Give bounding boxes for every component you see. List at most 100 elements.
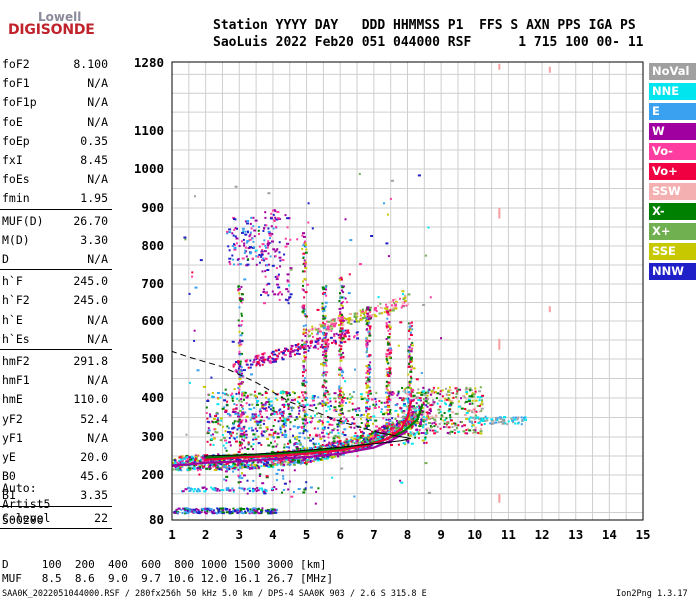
echo-point	[335, 408, 338, 411]
echo-point	[414, 432, 417, 435]
echo-point	[185, 460, 188, 463]
echo-point	[324, 314, 327, 317]
echo-point	[296, 438, 298, 441]
echo-point	[309, 416, 312, 419]
echo-point	[267, 465, 271, 468]
echo-point	[390, 393, 394, 396]
echo-point	[340, 276, 343, 279]
echo-point	[304, 391, 307, 394]
legend-item-ssw: SSW	[649, 183, 696, 200]
echo-point	[237, 386, 240, 389]
echo-point	[322, 394, 326, 397]
echo-point	[322, 321, 325, 324]
echo-point	[310, 415, 312, 418]
echo-point	[261, 356, 265, 359]
echo-point	[277, 273, 280, 276]
echo-point	[375, 400, 377, 403]
echo-point	[295, 458, 298, 460]
echo-point	[272, 248, 276, 251]
echo-point	[378, 406, 380, 409]
echo-point	[447, 397, 450, 400]
echo-point	[304, 348, 307, 350]
echo-point	[328, 423, 331, 426]
echo-point	[390, 425, 393, 428]
y-tick-label: 1100	[134, 123, 164, 138]
echo-point	[465, 429, 468, 431]
echo-point	[374, 435, 378, 438]
echo-point	[356, 455, 359, 458]
echo-point	[386, 324, 389, 327]
echo-point	[276, 461, 279, 464]
echo-point	[237, 468, 240, 471]
echo-point	[422, 386, 425, 389]
echo-point	[304, 448, 307, 451]
echo-point	[368, 332, 371, 335]
echo-point	[391, 301, 393, 303]
echo-point	[262, 257, 265, 260]
echo-point	[256, 508, 260, 511]
echo-point	[354, 368, 356, 371]
echo-point	[339, 359, 343, 362]
echo-point	[460, 407, 464, 410]
echo-point	[379, 306, 383, 309]
echo-point	[426, 429, 429, 432]
echo-point	[227, 394, 230, 397]
echo-point	[309, 460, 313, 462]
echo-point	[313, 446, 316, 449]
echo-point	[325, 452, 329, 455]
ssw-mark	[498, 63, 501, 70]
echo-point	[235, 242, 238, 245]
echo-point	[294, 344, 297, 346]
echo-point	[389, 351, 393, 354]
echo-point	[385, 306, 389, 309]
echo-point	[407, 418, 410, 421]
echo-point	[420, 425, 423, 427]
echo-point	[237, 511, 240, 514]
echo-point	[267, 263, 270, 266]
echo-point	[242, 412, 245, 415]
echo-point	[324, 301, 328, 304]
echo-point	[391, 391, 394, 393]
echo-point	[187, 460, 190, 463]
echo-point	[234, 412, 238, 415]
echo-point	[406, 399, 410, 402]
echo-point	[199, 259, 203, 262]
echo-point	[276, 436, 280, 439]
echo-point	[210, 376, 213, 379]
echo-point	[311, 328, 314, 330]
echo-point	[267, 512, 270, 515]
echo-point	[390, 304, 393, 307]
echo-point	[271, 409, 275, 412]
echo-point	[402, 397, 405, 400]
echo-point	[420, 372, 423, 374]
echo-point	[239, 448, 241, 451]
echo-point	[468, 387, 472, 390]
echo-point	[367, 378, 371, 381]
echo-point	[267, 192, 271, 195]
echo-point	[265, 224, 268, 227]
echo-point	[394, 409, 398, 412]
echo-point	[240, 487, 244, 490]
echo-point	[356, 435, 359, 438]
echo-point	[315, 490, 318, 493]
echo-point	[260, 359, 263, 362]
echo-point	[329, 400, 332, 403]
echo-point	[204, 507, 206, 510]
echo-point	[191, 457, 194, 460]
echo-point	[449, 430, 452, 433]
echo-point	[260, 353, 263, 356]
echo-point	[256, 489, 260, 492]
echo-point	[389, 372, 391, 375]
echo-point	[299, 462, 302, 465]
echo-point	[239, 382, 243, 385]
echo-point	[240, 477, 244, 480]
echo-point	[338, 324, 340, 327]
echo-point	[263, 492, 267, 495]
echo-point	[368, 334, 372, 337]
profile-curve-solid	[203, 432, 412, 457]
echo-point	[325, 386, 328, 389]
echo-point	[316, 308, 320, 311]
echo-point	[252, 225, 255, 228]
echo-point	[263, 239, 266, 242]
echo-point	[401, 304, 405, 307]
